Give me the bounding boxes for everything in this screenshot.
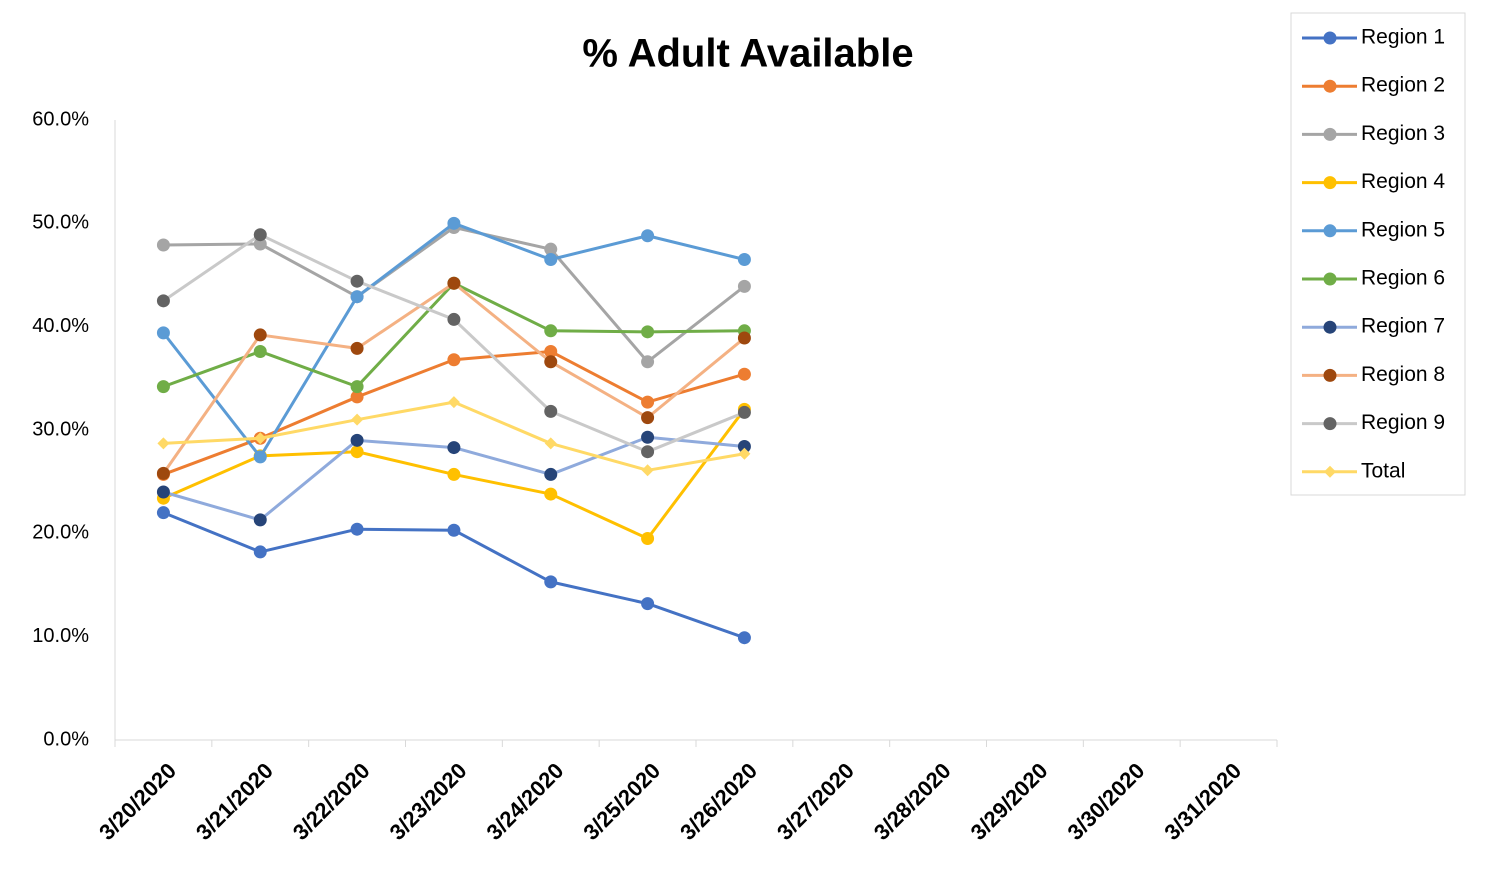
data-point bbox=[641, 395, 655, 409]
data-point bbox=[544, 437, 557, 450]
data-point bbox=[350, 433, 364, 447]
data-point bbox=[350, 274, 364, 288]
y-tick-label: 20.0% bbox=[32, 522, 89, 544]
data-point bbox=[447, 216, 461, 230]
data-point bbox=[351, 413, 364, 426]
data-point bbox=[737, 631, 751, 645]
data-point bbox=[641, 445, 655, 459]
data-point bbox=[253, 237, 267, 251]
chart-title: % Adult Available bbox=[582, 32, 913, 76]
data-point bbox=[737, 331, 751, 345]
data-point bbox=[544, 467, 558, 481]
data-point bbox=[447, 441, 461, 455]
data-point bbox=[737, 367, 751, 381]
data-point bbox=[737, 253, 751, 266]
data-point bbox=[641, 355, 655, 369]
legend-label: Region 9 bbox=[1361, 411, 1445, 434]
legend-marker bbox=[1323, 272, 1337, 286]
legend-label: Region 3 bbox=[1361, 122, 1445, 145]
data-point bbox=[737, 279, 751, 293]
legend-marker bbox=[1323, 417, 1337, 431]
data-point bbox=[253, 228, 267, 242]
data-point bbox=[156, 466, 170, 480]
y-tick-label: 10.0% bbox=[32, 625, 89, 647]
data-point bbox=[544, 344, 558, 358]
legend-marker bbox=[1323, 224, 1337, 238]
data-point bbox=[253, 545, 267, 559]
legend-label: Region 8 bbox=[1361, 363, 1445, 386]
y-tick-label: 0.0% bbox=[43, 728, 89, 750]
data-point bbox=[253, 344, 267, 358]
data-point bbox=[156, 238, 170, 252]
data-point bbox=[350, 290, 364, 304]
data-point bbox=[737, 440, 751, 454]
data-point bbox=[544, 404, 558, 418]
data-point bbox=[544, 324, 558, 338]
legend-label: Region 1 bbox=[1361, 26, 1445, 49]
legend-marker bbox=[1323, 368, 1337, 382]
data-point bbox=[544, 575, 558, 589]
legend-label: Region 4 bbox=[1361, 170, 1445, 193]
data-point bbox=[641, 532, 655, 545]
data-point bbox=[447, 396, 460, 409]
legend-label: Region 6 bbox=[1361, 267, 1445, 290]
data-point bbox=[447, 467, 461, 481]
data-point bbox=[641, 411, 655, 425]
data-point bbox=[641, 430, 655, 444]
data-point bbox=[641, 464, 654, 477]
data-point bbox=[253, 513, 267, 527]
legend-marker bbox=[1323, 127, 1337, 141]
legend-box bbox=[1290, 12, 1466, 496]
legend-label: Region 2 bbox=[1361, 74, 1445, 97]
data-point bbox=[641, 229, 655, 243]
data-point bbox=[447, 353, 461, 367]
y-tick-label: 30.0% bbox=[32, 418, 89, 440]
data-point bbox=[156, 326, 170, 340]
data-point bbox=[738, 447, 751, 460]
legend-marker bbox=[1323, 176, 1337, 190]
data-point bbox=[350, 341, 364, 355]
data-point bbox=[156, 506, 170, 520]
data-point bbox=[447, 523, 461, 537]
data-point bbox=[544, 355, 558, 369]
legend-label: Region 5 bbox=[1361, 218, 1445, 241]
legend-label: Region 7 bbox=[1361, 315, 1445, 338]
data-point bbox=[156, 485, 170, 499]
data-point bbox=[350, 522, 364, 536]
data-point bbox=[544, 487, 558, 501]
data-point bbox=[641, 597, 655, 611]
data-point bbox=[544, 253, 558, 266]
data-point bbox=[447, 276, 461, 290]
data-point bbox=[544, 242, 558, 256]
legend-label: Total bbox=[1361, 459, 1405, 482]
legend-marker bbox=[1323, 79, 1337, 93]
data-point bbox=[350, 445, 364, 459]
y-tick-label: 50.0% bbox=[32, 212, 89, 234]
data-point bbox=[157, 437, 170, 450]
data-point bbox=[156, 380, 170, 394]
data-point bbox=[254, 432, 267, 445]
legend-marker bbox=[1323, 320, 1337, 334]
data-point bbox=[641, 325, 655, 339]
data-point bbox=[156, 294, 170, 308]
data-point bbox=[253, 450, 267, 464]
data-point bbox=[737, 405, 751, 419]
legend-marker bbox=[1324, 465, 1336, 478]
y-tick-label: 60.0% bbox=[32, 108, 89, 130]
y-tick-label: 40.0% bbox=[32, 315, 89, 337]
data-point bbox=[253, 328, 267, 342]
legend-marker bbox=[1323, 31, 1337, 45]
data-point bbox=[350, 380, 364, 394]
data-point bbox=[350, 390, 364, 404]
data-point bbox=[447, 312, 461, 326]
